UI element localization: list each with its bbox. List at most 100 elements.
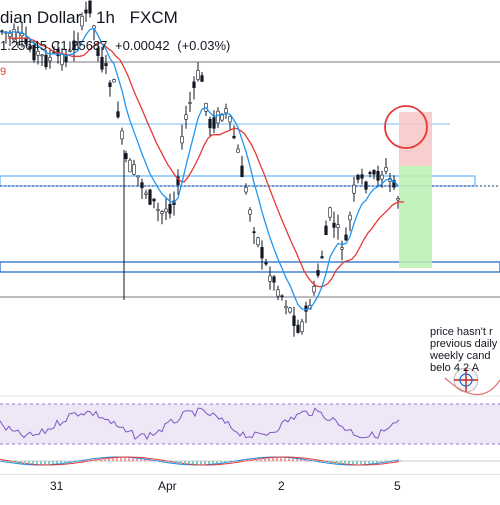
candle[interactable] — [141, 183, 144, 188]
candle[interactable] — [45, 55, 48, 67]
time-axis[interactable]: 31 Apr 2 5 — [0, 474, 500, 501]
candle[interactable] — [277, 290, 280, 296]
histogram-bar — [112, 458, 114, 461]
candle[interactable] — [325, 226, 328, 235]
candle[interactable] — [121, 131, 124, 139]
histogram-bar — [28, 461, 30, 464]
histogram-bar — [164, 461, 166, 462]
candle[interactable] — [365, 182, 368, 189]
candle[interactable] — [293, 316, 296, 326]
candle[interactable] — [241, 166, 244, 177]
text-note[interactable]: price hasn't r previous daily weekly can… — [430, 326, 500, 374]
histogram-bar — [104, 458, 106, 461]
close-value: 1.25687 — [60, 38, 107, 53]
histogram-bar — [184, 461, 186, 464]
symbol-header[interactable]: dian Dollar 1h FXCM — [0, 8, 188, 28]
histogram-bar — [200, 461, 202, 464]
histogram-bar — [12, 461, 14, 463]
candle[interactable] — [253, 232, 256, 233]
candle[interactable] — [245, 187, 248, 192]
candle[interactable] — [201, 76, 204, 82]
candle[interactable] — [117, 112, 120, 117]
candle[interactable] — [349, 215, 352, 220]
candle[interactable] — [345, 235, 348, 240]
candle[interactable] — [297, 325, 300, 332]
candle[interactable] — [321, 257, 324, 258]
candle[interactable] — [261, 247, 264, 258]
candle[interactable] — [301, 322, 304, 332]
histogram-bar — [144, 460, 146, 462]
candle[interactable] — [137, 176, 140, 177]
candle[interactable] — [397, 198, 400, 200]
histogram-bar — [332, 461, 334, 463]
candle[interactable] — [353, 185, 356, 193]
candle[interactable] — [341, 248, 344, 250]
histogram-bar — [68, 461, 70, 463]
candle[interactable] — [257, 238, 260, 245]
candle[interactable] — [217, 111, 220, 123]
candle[interactable] — [129, 160, 132, 172]
histogram-bar — [216, 461, 218, 463]
interval-label[interactable]: 1h — [96, 8, 115, 27]
histogram-bar — [344, 461, 346, 464]
candle[interactable] — [41, 55, 44, 56]
candle[interactable] — [337, 225, 340, 228]
candle[interactable] — [273, 277, 276, 283]
histogram-bar — [288, 458, 290, 461]
candle[interactable] — [269, 276, 272, 281]
candle[interactable] — [361, 175, 364, 179]
symbol-title[interactable]: dian Dollar — [0, 8, 81, 27]
candle[interactable] — [381, 175, 384, 179]
candle[interactable] — [281, 296, 284, 297]
candle[interactable] — [101, 57, 104, 69]
stop-loss-zone[interactable] — [399, 112, 432, 166]
candle[interactable] — [209, 119, 212, 128]
histogram-bar — [76, 461, 78, 462]
histogram-bar — [356, 461, 358, 464]
candle[interactable] — [161, 212, 164, 214]
candle[interactable] — [237, 149, 240, 152]
candle[interactable] — [49, 57, 52, 61]
candle[interactable] — [357, 175, 360, 179]
candle[interactable] — [313, 286, 316, 292]
candle[interactable] — [213, 117, 216, 128]
candle[interactable] — [125, 153, 128, 158]
candle[interactable] — [229, 116, 232, 121]
take-profit-zone[interactable] — [399, 166, 432, 268]
candle[interactable] — [369, 172, 372, 173]
candle[interactable] — [249, 210, 252, 214]
candle[interactable] — [145, 193, 148, 194]
candle[interactable] — [105, 63, 108, 65]
candle[interactable] — [285, 306, 288, 307]
histogram-bar — [244, 460, 246, 461]
candle[interactable] — [197, 70, 200, 79]
candle[interactable] — [133, 165, 136, 175]
candle[interactable] — [189, 102, 192, 103]
candle[interactable] — [373, 170, 376, 174]
candle[interactable] — [317, 270, 320, 275]
candle[interactable] — [233, 136, 236, 138]
candle[interactable] — [385, 167, 388, 171]
candle[interactable] — [109, 83, 112, 87]
candle[interactable] — [153, 199, 156, 201]
candle[interactable] — [289, 308, 292, 312]
candle[interactable] — [265, 263, 268, 264]
candle[interactable] — [149, 190, 152, 204]
candle[interactable] — [181, 136, 184, 143]
histogram-bar — [304, 460, 306, 461]
candle[interactable] — [9, 33, 12, 36]
indicator-label[interactable]: 9 — [0, 66, 6, 78]
candle[interactable] — [157, 209, 160, 210]
candle[interactable] — [193, 82, 196, 88]
candle[interactable] — [305, 306, 308, 311]
candle[interactable] — [185, 115, 188, 120]
candle[interactable] — [329, 208, 332, 217]
candle[interactable] — [333, 223, 336, 227]
candle[interactable] — [225, 109, 228, 113]
candle[interactable] — [113, 80, 116, 82]
candle[interactable] — [169, 204, 172, 213]
candle[interactable] — [165, 209, 168, 212]
candle[interactable] — [377, 171, 380, 180]
